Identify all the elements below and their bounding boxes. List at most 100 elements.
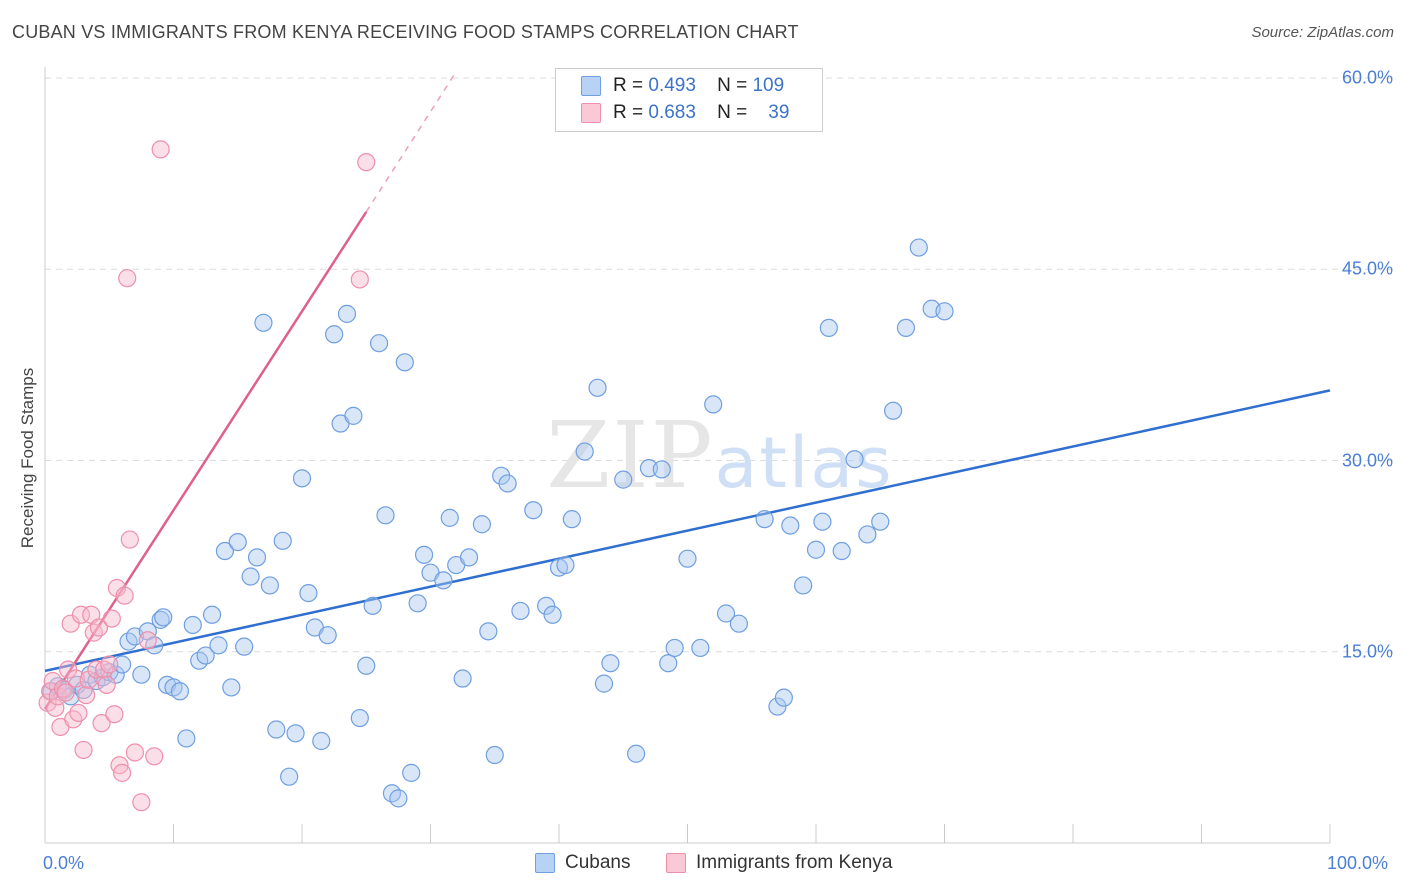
cubans-point bbox=[659, 654, 678, 673]
kenya-point bbox=[56, 683, 75, 702]
cubans-point bbox=[511, 601, 530, 621]
cubans-point bbox=[588, 378, 607, 397]
cubans-point bbox=[395, 353, 414, 372]
legend-n-value-kenya: 39 bbox=[768, 102, 790, 123]
cubans-point bbox=[652, 460, 671, 479]
cubans-point bbox=[196, 646, 215, 665]
cubans-point bbox=[485, 745, 504, 765]
trendline-kenya-extension bbox=[365, 71, 457, 213]
kenya-point bbox=[151, 140, 170, 159]
cubans-point bbox=[691, 638, 710, 658]
cubans-point bbox=[678, 549, 697, 568]
kenya-point bbox=[107, 578, 127, 598]
cubans-point bbox=[344, 406, 363, 425]
cubans-point bbox=[209, 636, 228, 655]
kenya-point bbox=[102, 609, 121, 628]
cubans-point bbox=[318, 626, 337, 645]
cubans-swatch bbox=[581, 76, 601, 96]
cubans-point bbox=[768, 697, 787, 716]
x-tick-label-min: 0.0% bbox=[43, 853, 85, 873]
cubans-point bbox=[537, 596, 556, 615]
kenya-point bbox=[74, 740, 93, 760]
cubans-point bbox=[402, 763, 421, 782]
cubans-point bbox=[235, 637, 254, 656]
cubans-point bbox=[524, 501, 543, 520]
x-tick-label-max: 100.0% bbox=[1327, 853, 1389, 873]
cubans-point bbox=[273, 531, 292, 550]
cubans-point bbox=[434, 571, 453, 590]
cubans-point bbox=[299, 583, 318, 603]
cubans-point bbox=[254, 313, 273, 332]
data-points bbox=[38, 140, 954, 812]
cubans-point bbox=[794, 576, 813, 595]
kenya-point bbox=[77, 685, 96, 705]
cubans-point bbox=[280, 767, 299, 786]
cubans-point bbox=[498, 474, 517, 493]
cubans-point bbox=[704, 395, 723, 414]
y-tick-label: 60.0% bbox=[1341, 67, 1393, 88]
axes bbox=[44, 67, 1331, 844]
cubans-point bbox=[575, 442, 594, 461]
cubans-point bbox=[414, 545, 434, 564]
cubans-point bbox=[325, 325, 344, 344]
cubans-point bbox=[267, 720, 286, 739]
kenya-point bbox=[97, 675, 116, 695]
bottom-legend-kenya: Immigrants from Kenya bbox=[666, 852, 892, 874]
cubans-point bbox=[112, 655, 132, 674]
cubans-point bbox=[639, 459, 659, 478]
legend-r-value-kenya: 0.683 bbox=[648, 102, 696, 123]
cubans-point bbox=[806, 540, 826, 559]
kenya-point bbox=[92, 714, 111, 733]
chart-title: CUBAN VS IMMIGRANTS FROM KENYA RECEIVING… bbox=[12, 22, 799, 42]
cubans-point bbox=[909, 238, 928, 257]
legend-r-label: R = bbox=[613, 102, 644, 123]
cubans-point bbox=[247, 548, 267, 567]
kenya-point bbox=[350, 270, 369, 289]
cubans-point bbox=[556, 555, 575, 575]
kenya-point bbox=[100, 655, 119, 674]
cubans-point bbox=[215, 541, 234, 561]
kenya-swatch bbox=[581, 103, 601, 123]
cubans-point bbox=[832, 541, 851, 561]
cubans-point bbox=[819, 318, 838, 337]
legend-n-label: N = bbox=[717, 102, 748, 123]
cubans-point bbox=[626, 744, 646, 763]
cubans-point bbox=[183, 615, 202, 635]
cubans-point bbox=[170, 682, 190, 701]
cubans-point bbox=[543, 605, 562, 624]
kenya-legend-label: Immigrants from Kenya bbox=[696, 852, 893, 873]
gridlines bbox=[45, 77, 1395, 653]
cubans-legend-label: Cubans bbox=[565, 852, 631, 873]
kenya-point bbox=[112, 763, 132, 782]
correlation-legend: R = 0.493 N = 109 R = 0.683 N = 39 bbox=[555, 68, 823, 132]
cubans-point bbox=[459, 548, 479, 567]
cubans-point bbox=[286, 724, 305, 743]
cubans-point bbox=[479, 622, 498, 641]
cubans-point bbox=[132, 665, 151, 684]
kenya-point bbox=[71, 605, 91, 624]
trendline-cubans bbox=[44, 389, 1331, 673]
cubans-point bbox=[813, 512, 832, 531]
y-tick-label: 45.0% bbox=[1341, 258, 1393, 279]
legend-r-value-cubans: 0.493 bbox=[648, 75, 696, 96]
kenya-point bbox=[95, 660, 114, 679]
cubans-point bbox=[871, 512, 890, 531]
cubans-point bbox=[370, 334, 389, 353]
cubans-point bbox=[440, 508, 459, 527]
legend-n-label: N = bbox=[717, 75, 748, 96]
cubans-legend-swatch bbox=[535, 853, 555, 873]
kenya-point bbox=[89, 618, 109, 637]
cubans-point bbox=[202, 605, 222, 624]
cubans-point bbox=[883, 401, 903, 420]
bottom-legend-cubans: Cubans bbox=[535, 852, 631, 874]
kenya-legend-swatch bbox=[666, 853, 686, 873]
cubans-point bbox=[312, 731, 331, 751]
kenya-point bbox=[46, 698, 65, 717]
kenya-point bbox=[66, 669, 85, 688]
cubans-point bbox=[716, 604, 736, 623]
cubans-point bbox=[408, 594, 427, 613]
cubans-point bbox=[389, 789, 408, 808]
cubans-point bbox=[222, 678, 241, 697]
cubans-point bbox=[845, 450, 864, 469]
